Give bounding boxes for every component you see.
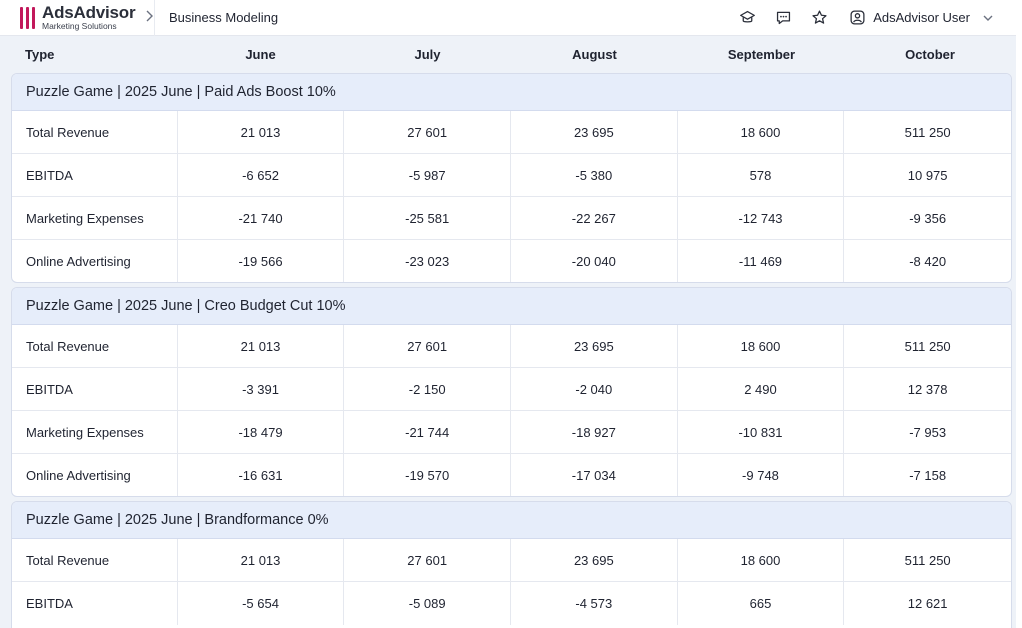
row-type: EBITDA: [12, 154, 178, 196]
value-cell: 10 975: [907, 167, 948, 183]
scenario-title[interactable]: Puzzle Game | 2025 June | Creo Budget Cu…: [12, 288, 1011, 325]
value-cell: 23 695: [511, 111, 678, 153]
value-cell: 18 600: [678, 111, 845, 153]
table-row: EBITDA -5 654 -5 089 -4 573 665 12 621: [12, 582, 1011, 625]
scenario-title[interactable]: Puzzle Game | 2025 June | Paid Ads Boost…: [12, 74, 1011, 111]
row-type: Online Advertising: [12, 240, 178, 282]
value-cell: -21 740: [178, 197, 345, 239]
logo-name: AdsAdvisor: [42, 3, 136, 23]
scenario-section: Puzzle Game | 2025 June | Brandformance …: [11, 501, 1012, 628]
value-cell: 21 013: [178, 539, 345, 581]
value-cell: -22 267: [511, 197, 678, 239]
value-cell: 2 490: [678, 368, 845, 410]
column-header-month: August: [572, 46, 617, 62]
scenario-title[interactable]: Puzzle Game | 2025 June | Brandformance …: [12, 502, 1011, 539]
table-row: Online Advertising -16 631 -19 570 -17 0…: [12, 454, 1011, 496]
value-cell: -16 631: [178, 454, 345, 496]
table-row: Online Advertising -19 566 -23 023 -20 0…: [12, 240, 1011, 282]
value-cell: 23 695: [511, 539, 678, 581]
star-icon[interactable]: [801, 0, 837, 36]
value-cell: -18 927: [511, 411, 678, 453]
value-cell: -23 023: [344, 240, 511, 282]
value-cell: -17 034: [511, 454, 678, 496]
value-cell: 27 601: [344, 325, 511, 367]
value-cell: -7 158: [909, 468, 947, 483]
table-row: Total Revenue 21 013 27 601 23 695 18 60…: [12, 539, 1011, 582]
value-cell: -2 150: [344, 368, 511, 410]
value-cell: 21 013: [178, 325, 345, 367]
value-cell: -20 040: [511, 240, 678, 282]
value-cell: 27 601: [344, 539, 511, 581]
value-cell: 18 600: [678, 325, 845, 367]
top-bar: AdsAdvisor Marketing Solutions Business …: [0, 0, 1016, 36]
row-type: Marketing Expenses: [12, 411, 178, 453]
value-cell: 511 250: [904, 552, 951, 568]
column-header-month: July: [414, 46, 441, 62]
breadcrumb[interactable]: Business Modeling: [169, 10, 279, 25]
value-cell: 511 250: [904, 124, 951, 140]
scrollbar[interactable]: [1016, 0, 1022, 628]
column-header-month: September: [727, 46, 796, 62]
user-name: AdsAdvisor User: [873, 10, 970, 25]
logo-subtitle: Marketing Solutions: [42, 21, 117, 32]
value-cell: -25 581: [344, 197, 511, 239]
value-cell: -12 743: [678, 197, 845, 239]
user-menu[interactable]: AdsAdvisor User: [849, 9, 994, 26]
value-cell: -2 040: [511, 368, 678, 410]
value-cell: -5 380: [511, 154, 678, 196]
value-cell: -5 987: [344, 154, 511, 196]
value-cell: -4 573: [511, 582, 678, 625]
value-cell: -21 744: [344, 411, 511, 453]
value-cell: 18 600: [678, 539, 845, 581]
value-cell: -9 356: [909, 210, 947, 226]
scenario-section: Puzzle Game | 2025 June | Creo Budget Cu…: [11, 287, 1012, 497]
column-header-month: October: [905, 46, 955, 62]
table-row: Total Revenue 21 013 27 601 23 695 18 60…: [12, 325, 1011, 368]
value-cell: -6 652: [178, 154, 345, 196]
table-row: Total Revenue 21 013 27 601 23 695 18 60…: [12, 111, 1011, 154]
table-header: Type June July August September October: [0, 36, 1016, 72]
column-header-type: Type: [25, 46, 55, 62]
column-header-month: June: [245, 46, 276, 62]
logo-bars-icon: [20, 6, 35, 29]
value-cell: -7 953: [909, 424, 947, 440]
scenario-section: Puzzle Game | 2025 June | Paid Ads Boost…: [11, 73, 1012, 283]
value-cell: -9 748: [678, 454, 845, 496]
app-logo[interactable]: AdsAdvisor Marketing Solutions: [0, 0, 155, 36]
row-type: Total Revenue: [12, 539, 178, 581]
value-cell: 12 621: [907, 596, 948, 611]
value-cell: -5 654: [178, 582, 345, 625]
value-cell: 21 013: [178, 111, 345, 153]
value-cell: -19 566: [178, 240, 345, 282]
value-cell: 27 601: [344, 111, 511, 153]
value-cell: -10 831: [678, 411, 845, 453]
row-type: Marketing Expenses: [12, 197, 178, 239]
value-cell: -3 391: [178, 368, 345, 410]
table-row: EBITDA -6 652 -5 987 -5 380 578 10 975: [12, 154, 1011, 197]
table-row: EBITDA -3 391 -2 150 -2 040 2 490 12 378: [12, 368, 1011, 411]
table-row: Marketing Expenses -18 479 -21 744 -18 9…: [12, 411, 1011, 454]
value-cell: -8 420: [909, 254, 947, 269]
row-type: Total Revenue: [12, 325, 178, 367]
value-cell: -18 479: [178, 411, 345, 453]
value-cell: 665: [678, 582, 845, 625]
row-type: Total Revenue: [12, 111, 178, 153]
row-type: EBITDA: [12, 368, 178, 410]
value-cell: 511 250: [904, 338, 951, 354]
value-cell: 12 378: [907, 381, 948, 397]
value-cell: -5 089: [344, 582, 511, 625]
chevron-right-icon: [145, 10, 154, 25]
graduation-cap-icon[interactable]: [729, 0, 765, 36]
value-cell: -11 469: [678, 240, 845, 282]
row-type: Online Advertising: [12, 454, 178, 496]
value-cell: -19 570: [344, 454, 511, 496]
user-circle-icon: [850, 10, 865, 25]
value-cell: 578: [678, 154, 845, 196]
chevron-down-icon: [983, 15, 993, 21]
chat-icon[interactable]: [765, 0, 801, 36]
value-cell: 23 695: [511, 325, 678, 367]
row-type: EBITDA: [12, 582, 178, 625]
table-row: Marketing Expenses -21 740 -25 581 -22 2…: [12, 197, 1011, 240]
